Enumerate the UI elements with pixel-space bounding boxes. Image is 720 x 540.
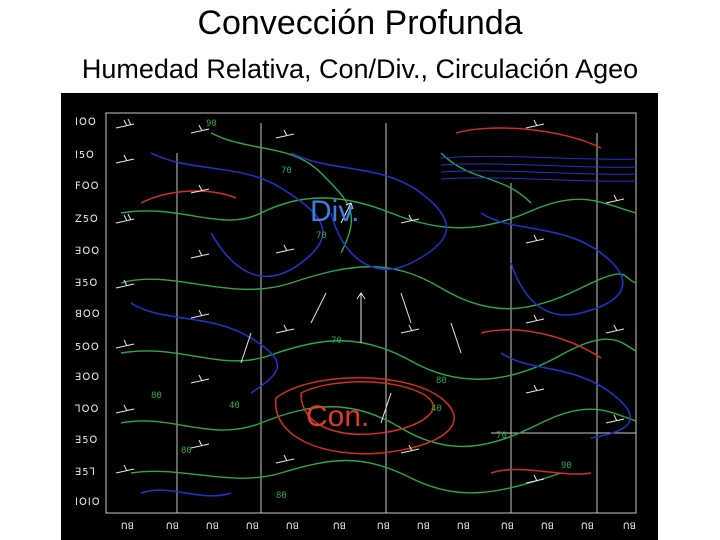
level-label: ꓱ5ꓳ [75,278,99,289]
level-label: ꓜ5ꓳ [75,214,99,225]
svg-text:40: 40 [229,401,240,411]
convergence-label: Con. [306,400,370,433]
time-label: ꓵꓭ [333,522,346,532]
level-label: ꓱꓳꓳ [75,246,101,257]
svg-text:70: 70 [331,336,342,346]
time-label: ꓵꓭ [623,522,636,532]
level-label: ꓲꓳꓲꓳ [75,497,101,508]
level-label: ꓲ5ꓳ [75,150,95,161]
level-label: ꓶꓳꓳ [75,404,100,415]
slide-subtitle: Humedad Relativa, Con/Div., Circulación … [81,54,639,84]
svg-text:70: 70 [316,231,327,241]
time-label: ꓵꓭ [377,522,390,532]
svg-text:80: 80 [151,391,162,401]
svg-text:90: 90 [561,461,572,471]
time-label: ꓵꓭ [581,522,594,532]
level-label: ꓲꓳꓳ [75,117,97,128]
level-label: ꓭꓳꓳ [75,309,101,320]
level-label: ꓱ5ꓳ [75,435,99,446]
level-label: ꓱꓳꓳ [75,372,101,383]
level-label: 5ꓳꓳ [75,342,100,353]
time-label: ꓵꓭ [121,522,134,532]
svg-text:80: 80 [276,491,287,501]
time-label: ꓵꓭ [206,522,219,532]
svg-text:80: 80 [436,376,447,386]
divergence-label: Div. [310,195,360,228]
time-label: ꓵꓭ [246,522,259,532]
svg-text:80: 80 [181,446,192,456]
svg-text:90: 90 [206,119,217,129]
level-label: ꓱ5ꓶ [75,467,96,478]
level-label: ꓝꓳꓳ [75,181,100,192]
svg-text:70: 70 [281,166,292,176]
time-label: ꓵꓭ [541,522,554,532]
time-label: ꓵꓭ [166,522,179,532]
svg-text:70: 70 [496,431,507,441]
cross-section-graphic: 90 70 70 80 80 80 80 90 40 40 70 70 [105,112,637,514]
time-label: ꓵꓭ [286,522,299,532]
time-label: ꓵꓭ [417,522,430,532]
time-label: ꓵꓭ [501,522,514,532]
time-label: ꓵꓭ [457,522,470,532]
slide-title: Convección Profunda [197,4,523,42]
cross-section-image: 90 70 70 80 80 80 80 90 40 40 70 70 ꓲꓳꓳ … [61,93,658,540]
svg-text:40: 40 [431,404,442,414]
